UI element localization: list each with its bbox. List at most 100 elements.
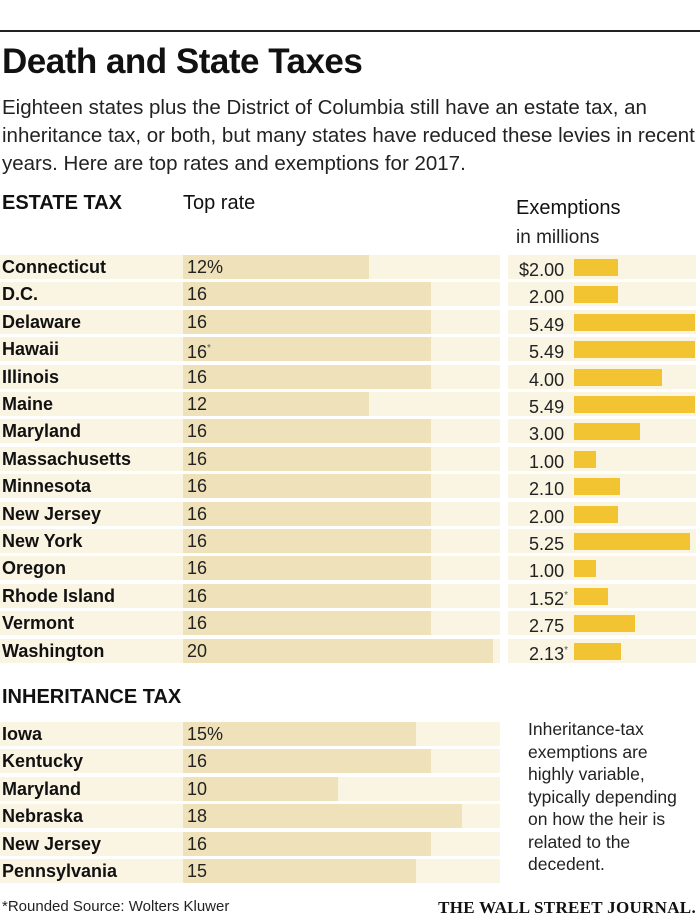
rate-bar-new-york [183, 529, 431, 553]
rate-label-kentucky: 16 [187, 749, 207, 773]
rate-value: 16 [187, 613, 208, 633]
rounded-footnote-marker: * [207, 343, 211, 354]
source-note: *Rounded Source: Wolters Kluwer [2, 898, 230, 915]
exemption-bar-delaware [574, 314, 695, 331]
state-name-hawaii: Hawaii [2, 339, 60, 359]
rate-bar-massachusetts [183, 447, 431, 471]
state-name-maryland: Maryland [2, 421, 82, 441]
exemption-value: 2.00 [529, 287, 565, 307]
state-name-maine: Maine [2, 394, 54, 414]
rate-label-d-c-: 16 [187, 282, 207, 306]
rate-value: 16 [187, 449, 208, 469]
inheritance-tax-heading: INHERITANCE TAX [2, 686, 182, 708]
rate-value: 16 [187, 531, 208, 551]
rate-value: 16 [187, 751, 208, 771]
exemption-label-massachusetts: 1.00* [529, 447, 568, 472]
rate-label-pennsylvania: 15 [187, 859, 207, 883]
state-name-vermont: Vermont [2, 613, 75, 633]
rate-bar-hawaii [183, 337, 431, 361]
rate-value: 12 [187, 394, 208, 414]
rate-bar-maine [183, 392, 369, 416]
exemption-label-connecticut: $2.00* [519, 255, 568, 280]
exemption-label-new-jersey: 2.00* [529, 502, 568, 527]
rate-label-maryland: 10 [187, 777, 207, 801]
rate-label-vermont: 16 [187, 611, 207, 635]
exemption-label-maine: 5.49* [529, 392, 568, 417]
state-name-delaware: Delaware [2, 312, 82, 332]
exemption-label-maryland: 3.00* [529, 419, 568, 444]
rate-label-washington: 20 [187, 639, 207, 663]
exemption-bar-illinois [574, 369, 662, 386]
exemption-bar-vermont [574, 615, 635, 632]
exemption-value: 2.75 [529, 616, 565, 636]
rate-label-delaware: 16 [187, 310, 207, 334]
exemption-value: 5.25 [529, 534, 565, 554]
chart-subtitle: Eighteen states plus the District of Col… [2, 96, 695, 175]
rate-value: 15 [187, 861, 208, 881]
state-name-washington: Washington [2, 641, 105, 661]
rate-label-maryland: 16 [187, 419, 207, 443]
rate-label-minnesota: 16 [187, 474, 207, 498]
rate-value: 16 [187, 421, 208, 441]
state-name-maryland: Maryland [2, 779, 82, 799]
rate-label-illinois: 16 [187, 365, 207, 389]
exemption-label-d-c-: 2.00* [529, 282, 568, 307]
rate-value: 16 [187, 586, 208, 606]
exemption-bar-hawaii [574, 341, 695, 358]
rate-label-rhode-island: 16 [187, 584, 207, 608]
state-name-massachusetts: Massachusetts [2, 449, 132, 469]
rate-bar-maryland [183, 419, 431, 443]
rate-value: 16 [187, 312, 208, 332]
exemption-value: $2.00 [519, 260, 565, 280]
rate-bar-maryland [183, 777, 338, 801]
rate-bar-d-c- [183, 282, 431, 306]
exemption-bar-maryland [574, 423, 640, 440]
state-name-nebraska: Nebraska [2, 806, 84, 826]
rate-value: 16 [187, 558, 208, 578]
state-name-kentucky: Kentucky [2, 751, 84, 771]
publisher-logo: THE WALL STREET JOURNAL. [438, 898, 696, 917]
exemption-value: 5.49 [529, 397, 565, 417]
exemption-bar-d-c- [574, 286, 618, 303]
exemption-bar-washington [574, 643, 621, 660]
rate-bar-new-jersey [183, 502, 431, 526]
rate-bar-vermont [183, 611, 431, 635]
exemption-row-background [508, 447, 696, 471]
exemption-label-new-york: 5.25* [529, 529, 568, 554]
exemption-label-hawaii: 5.49* [529, 337, 568, 362]
top-rate-heading: Top rate [183, 192, 256, 214]
exemption-label-oregon: 1.00* [529, 556, 568, 581]
exemption-value: 5.49 [529, 342, 565, 362]
state-name-oregon: Oregon [2, 558, 67, 578]
rate-label-oregon: 16 [187, 556, 207, 580]
rate-value: 16 [187, 476, 208, 496]
rate-label-new-york: 16 [187, 529, 207, 553]
rate-value: 12% [187, 257, 224, 277]
exemption-bar-oregon [574, 560, 596, 577]
rate-bar-minnesota [183, 474, 431, 498]
state-name-pennsylvania: Pennsylvania [2, 861, 118, 881]
exemption-bar-new-york [574, 533, 690, 550]
rate-bar-washington [183, 639, 493, 663]
exemption-value: 1.00 [529, 561, 565, 581]
rate-label-massachusetts: 16 [187, 447, 207, 471]
chart-title: Death and State Taxes [2, 42, 363, 81]
rate-bar-iowa [183, 722, 416, 746]
exemptions-subheading: in millions [516, 227, 600, 248]
rate-bar-delaware [183, 310, 431, 334]
rate-bar-kentucky [183, 749, 431, 773]
exemption-value: 1.52 [529, 589, 565, 609]
state-name-minnesota: Minnesota [2, 476, 92, 496]
exemption-value: 2.13 [529, 644, 565, 664]
exemption-label-washington: 2.13* [529, 639, 568, 664]
rate-bar-rhode-island [183, 584, 431, 608]
rounded-footnote-marker: * [564, 590, 568, 601]
rate-value: 20 [187, 641, 208, 661]
exemption-value: 1.00 [529, 452, 565, 472]
inheritance-exemption-note: Inheritance-tax exemptions are highly va… [528, 719, 677, 874]
exemption-bar-massachusetts [574, 451, 596, 468]
exemption-row-background [508, 556, 696, 580]
estate-tax-heading: ESTATE TAX [2, 192, 122, 214]
state-name-iowa: Iowa [2, 724, 43, 744]
rate-bar-pennsylvania [183, 859, 416, 883]
